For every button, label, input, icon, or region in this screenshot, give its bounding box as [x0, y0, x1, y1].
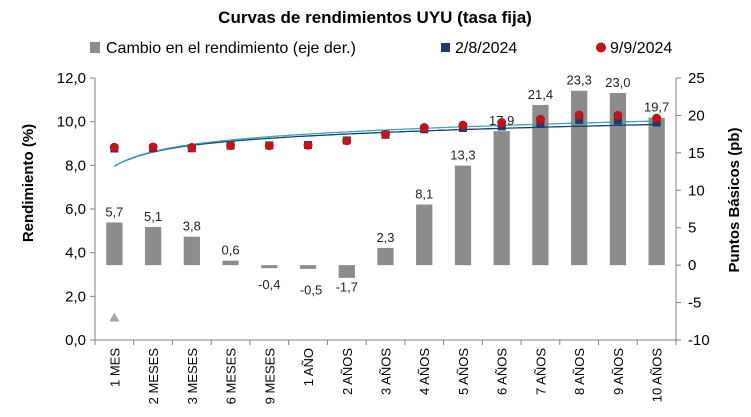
y-right-tick-label: 5	[688, 220, 696, 237]
point-series2	[148, 142, 158, 152]
y-right-tick-label: 10	[688, 182, 705, 199]
point-series2	[652, 113, 662, 123]
bar-change	[338, 265, 355, 278]
x-category-label: 5 AÑOS	[456, 348, 471, 395]
y-left-tick-label: 10,0	[57, 114, 86, 131]
legend-bar-swatch	[90, 42, 100, 53]
y-left-tick-label: 8,0	[65, 157, 86, 174]
y-left-tick-label: 2,0	[65, 288, 86, 305]
bar-change	[609, 92, 627, 266]
point-series2	[458, 120, 468, 130]
y-left-tick-label: 12,0	[57, 70, 86, 87]
point-series2	[613, 110, 623, 120]
legend-series1-swatch	[441, 43, 450, 52]
bar-data-label: 13,3	[450, 148, 475, 163]
chart-title: Curvas de rendimientos UYU (tasa fija)	[218, 8, 532, 27]
x-category-label: 3 MESES	[185, 348, 200, 405]
legend-series2-swatch	[596, 42, 606, 53]
bar-data-label: 8,1	[415, 187, 433, 202]
y-left-tick-label: 4,0	[65, 245, 86, 262]
point-series2	[264, 141, 274, 151]
point-series2	[342, 136, 352, 146]
bar-data-label: -1,7	[336, 279, 358, 294]
y-left-tick-label: 0,0	[65, 332, 86, 349]
legend: Cambio en el rendimiento (eje der.) 2/8/…	[90, 40, 672, 57]
bar-data-label: -0,4	[258, 277, 280, 292]
bar-data-label: 23,0	[605, 75, 630, 90]
bar-change	[299, 265, 317, 269]
y-right-tick-label: -5	[688, 295, 701, 312]
bar-change	[532, 104, 549, 266]
y-right-tick-label: -10	[688, 332, 710, 349]
x-category-label: 6 AÑOS	[495, 348, 510, 395]
bar-data-label: 19,7	[644, 100, 669, 115]
x-category-label: 7 AÑOS	[533, 348, 548, 395]
x-category-label: 3 AÑOS	[379, 348, 394, 395]
bar-change	[571, 90, 588, 266]
point-series2	[381, 129, 390, 139]
x-category-label: 2 AÑOS	[340, 348, 355, 395]
y-right-tick-label: 25	[688, 70, 705, 87]
x-category-label: 10 AÑOS	[650, 348, 665, 403]
bar-change	[261, 265, 278, 269]
bar-change	[222, 260, 239, 266]
bar-data-label: 2,3	[376, 230, 394, 245]
bar-data-label: 21,4	[528, 87, 553, 102]
x-category-label: 9 MESES	[262, 348, 277, 405]
y-right-tick-label: 20	[688, 107, 705, 124]
point-series2	[109, 142, 119, 152]
x-category-label: 2 MESES	[146, 348, 161, 405]
legend-bar-label: Cambio en el rendimiento (eje der.)	[106, 40, 356, 57]
y-axis-right-title: Puntos Básicos (pb)	[726, 127, 743, 272]
point-series2	[187, 142, 197, 152]
point-series1	[575, 115, 584, 124]
bar-change	[377, 247, 394, 266]
bar-change	[454, 165, 472, 266]
point-series2	[535, 114, 545, 124]
x-category-label: 1 AÑO	[301, 348, 316, 386]
point-series2	[226, 140, 236, 150]
plot-area: 0,0 2,0 4,0 6,0 8,0 10,0 12,0 -10 -5 0 5 10 15 20 25 1 …	[57, 70, 710, 404]
legend-series2-label: 9/9/2024	[610, 40, 672, 57]
point-series2	[419, 123, 429, 133]
y-right-tick-label: 0	[688, 257, 696, 274]
x-category-label: 6 MESES	[224, 348, 239, 405]
bar-data-label: 3,8	[183, 219, 201, 234]
x-category-label: 4 AÑOS	[417, 348, 432, 395]
point-series2	[497, 118, 507, 128]
x-category-label: 1 MES	[107, 348, 122, 387]
point-series2	[574, 110, 584, 120]
y-left-tick-label: 6,0	[65, 201, 86, 218]
bar-change	[183, 236, 200, 266]
point-series1	[536, 119, 545, 128]
bar-data-label: 5,7	[105, 204, 123, 219]
x-category-label: 8 AÑOS	[572, 348, 587, 395]
bar-change	[144, 226, 162, 266]
x-category-label: 9 AÑOS	[611, 348, 626, 395]
y-axis-left-title: Rendimiento (%)	[20, 124, 37, 242]
bar-data-label: 0,6	[222, 243, 240, 258]
y-right-tick-label: 15	[688, 145, 705, 162]
point-series2	[303, 140, 313, 150]
bar-data-label: -0,5	[300, 282, 322, 297]
bar-data-label: 5,1	[144, 209, 162, 224]
outlier-marker	[109, 312, 120, 322]
bar-change	[648, 117, 665, 266]
bar-change	[493, 131, 510, 266]
bar-data-label: 23,3	[567, 73, 592, 88]
point-series1	[613, 116, 622, 125]
legend-series1-label: 2/8/2024	[455, 40, 517, 57]
bar-change	[106, 222, 123, 266]
bar-change	[416, 204, 433, 266]
